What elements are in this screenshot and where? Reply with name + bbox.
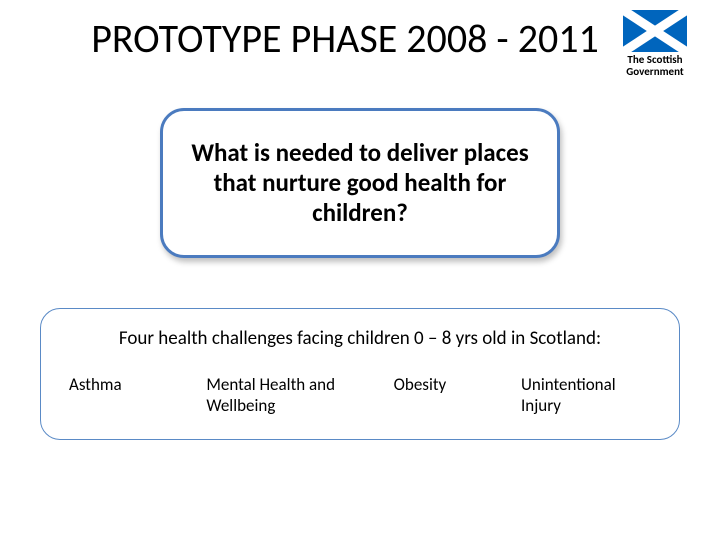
page-title: PROTOTYPE PHASE 2008 - 2011 [20,10,610,62]
challenge-item: Unintentional Injury [521,374,651,417]
saltire-flag-icon [623,10,687,52]
challenges-heading: Four health challenges facing children 0… [63,327,657,350]
header: PROTOTYPE PHASE 2008 - 2011 The Scottish… [0,0,720,78]
challenge-item: Mental Health and Wellbeing [206,374,336,417]
challenges-row: Asthma Mental Health and Wellbeing Obesi… [63,374,657,417]
challenges-box: Four health challenges facing children 0… [40,308,680,440]
challenge-item: Obesity [384,374,474,395]
logo-label: The Scottish Government [626,54,683,78]
logo-label-line2: Government [626,65,683,78]
logo-label-line1: The Scottish [627,53,682,66]
question-box: What is needed to deliver places that nu… [160,108,560,258]
challenge-item: Asthma [69,374,159,395]
question-text: What is needed to deliver places that nu… [191,138,529,228]
scottish-government-logo: The Scottish Government [610,10,700,78]
